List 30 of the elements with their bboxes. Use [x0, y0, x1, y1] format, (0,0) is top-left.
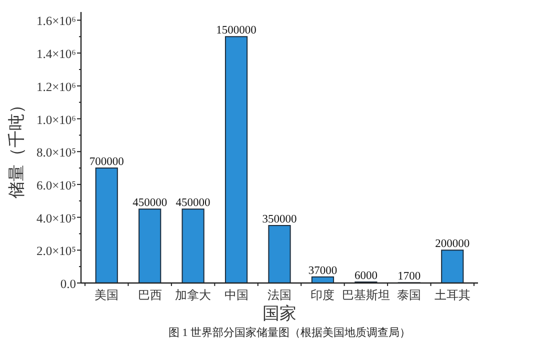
- y-axis-title: 储量（千吨）: [7, 96, 26, 198]
- x-tick-label: 巴基斯坦: [342, 288, 390, 302]
- x-tick-label: 印度: [310, 288, 335, 302]
- x-tick-label: 法国: [268, 288, 292, 302]
- x-tick-label: 土耳其: [434, 288, 470, 302]
- x-tick-label: 加拿大: [175, 288, 212, 302]
- data-label: 200000: [435, 238, 470, 250]
- y-tick-label: 1.4×10⁶: [36, 47, 76, 62]
- data-label: 350000: [262, 214, 297, 226]
- y-tick-label: 6.0×10⁵: [36, 178, 76, 192]
- y-tick-label: 8.0×10⁵: [36, 146, 76, 160]
- data-label: 37000: [308, 264, 338, 277]
- data-label: 700000: [89, 156, 124, 168]
- y-tick-label: 0.0: [60, 277, 76, 291]
- x-axis-title: 国家: [262, 304, 296, 323]
- caption: 图 1 世界部分国家储量图（根据美国地质调查局）: [168, 326, 410, 339]
- x-tick-label: 泰国: [397, 288, 422, 302]
- data-label: 1700: [398, 270, 421, 283]
- y-tick-label: 1.2×10⁶: [36, 80, 76, 94]
- x-tick-label: 中国: [224, 288, 248, 302]
- y-tick-label: 4.0×10⁵: [36, 211, 76, 226]
- y-tick-label: 1.0×10⁶: [36, 112, 76, 127]
- x-tick-label: 美国: [94, 288, 119, 302]
- data-label: 1500000: [216, 24, 257, 37]
- data-label: 6000: [354, 270, 378, 282]
- data-label: 450000: [132, 197, 168, 210]
- data-label: 450000: [176, 197, 211, 210]
- y-tick-label: 1.6×10⁶: [36, 14, 76, 28]
- y-tick-label: 2.0×10⁵: [36, 244, 76, 258]
- x-tick-label: 巴西: [138, 288, 162, 302]
